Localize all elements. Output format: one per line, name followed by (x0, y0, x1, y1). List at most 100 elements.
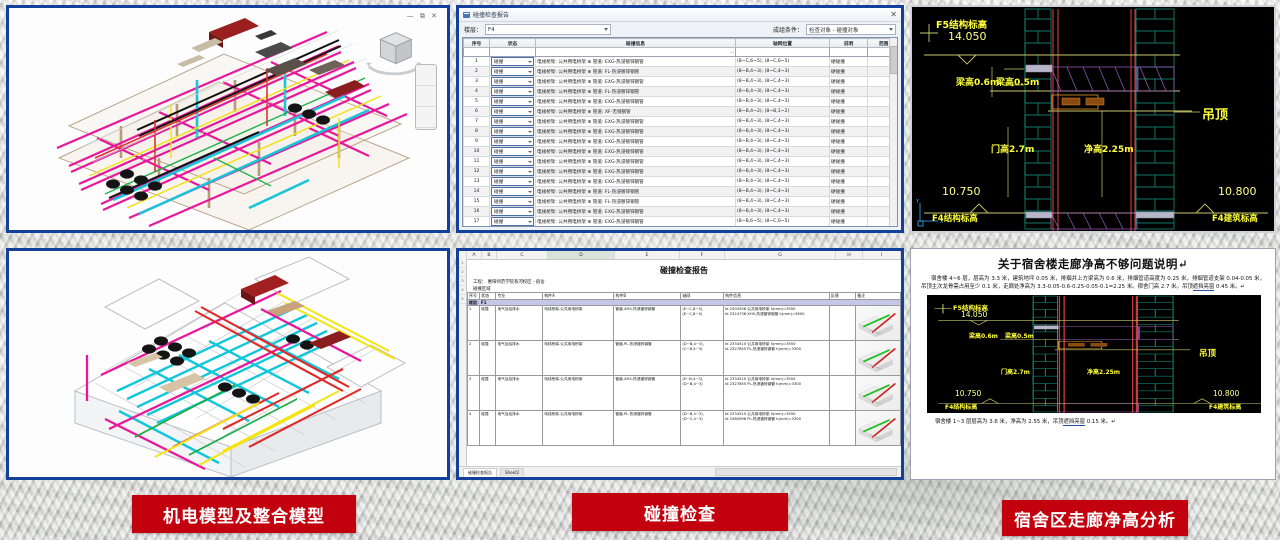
cell-detail[interactable]: Id 2334510 公共用电桥架 h(mm)=3550 Id 2380996 … (723, 410, 830, 446)
cell-state[interactable]: 碰撞 (490, 227, 536, 228)
state-dropdown[interactable]: 碰撞 (491, 147, 534, 156)
sheet-area[interactable]: 碰撞检查报告 工程： 惠阳师范学院系河校区 - 宿舍 碰撞区域 序号 状态 专业… (466, 259, 901, 467)
cell-state[interactable]: 碰撞 (489, 86, 536, 97)
col-H[interactable]: H (836, 251, 863, 259)
cell-no[interactable]: 10 (463, 146, 490, 157)
cell-state[interactable]: 碰撞 (489, 166, 536, 177)
cell-no[interactable]: 7 (463, 116, 490, 127)
cell-info[interactable]: 电线桥架: 公共用电桥架 ⊕ 管道: EXG-热浸镀锌钢管 (535, 176, 736, 187)
col-D[interactable]: D (548, 251, 615, 259)
cell-note[interactable]: 硬碰撞 (829, 116, 868, 127)
cell-grid[interactable]: (E~C,8~5),(E~C,8~5) (680, 305, 725, 341)
caption-dormitory-corridor-clear-height[interactable]: 宿舍区走廊净高分析 (1002, 500, 1188, 536)
table-row[interactable]: 3 碰撞 电线桥架: 公共用电桥架 ⊕ 管道: EXG-热浸镀锌钢管 (8~B,4~3… (463, 76, 897, 87)
filter-cell-2[interactable]: … (535, 47, 736, 57)
rcol-detail[interactable]: 构件信息 (723, 292, 830, 300)
cell-grid[interactable]: (8~B,4~3), (8~C,4~3) (735, 76, 830, 87)
cell-state[interactable]: 碰撞 (489, 56, 536, 67)
cell-grid[interactable]: (8~B,4~3), (8~C,4~3) (735, 126, 830, 137)
cell-component-b[interactable]: 管道-PL-热浸镀锌钢管 (613, 410, 682, 446)
table-row[interactable]: 10 碰撞 电线桥架: 公共用电桥架 ⊕ 管道: EXG-热浸镀锌钢管 (8~B,4~… (463, 146, 897, 157)
cell-no[interactable]: 4 (466, 410, 481, 446)
cell-grid[interactable]: (8~B,4~2), (8~B,1~2) (735, 106, 830, 117)
cell-grid[interactable]: (8~B,6~5), (8~C,6~5) (735, 216, 830, 226)
state-dropdown[interactable]: 碰撞 (491, 197, 534, 206)
cell-info[interactable]: 电线桥架: 公共用电桥架 ⊕ 管道: FL-热浸镀锌钢管 (535, 196, 736, 207)
table-row[interactable]: 9 碰撞 电线桥架: 公共用电桥架 ⊕ 管道: EXG-热浸镀锌钢管 (8~B,4~3… (463, 136, 897, 147)
table-row[interactable]: 1 碰撞 电气及给排水 电线桥架-公共用电桥架 管道-XHS-热浸镀锌钢管 (E~C,8~… (466, 305, 901, 341)
cell-no[interactable]: 15 (463, 196, 490, 207)
state-dropdown[interactable]: 碰撞 (491, 57, 534, 66)
filter-cell-1[interactable] (489, 47, 536, 57)
cell-feedback[interactable] (828, 305, 857, 341)
cell-grid[interactable]: (D~B,4~3),(C~B,4~3) (680, 340, 725, 376)
cell-note[interactable]: 硬碰撞 (829, 176, 868, 187)
col-C[interactable]: C (497, 251, 548, 259)
cell-grid[interactable]: (8~B,4~3), (8~C,4~3) (735, 156, 830, 167)
state-dropdown[interactable]: 碰撞 (491, 207, 534, 216)
clash-detection-dialog[interactable]: 碰撞检查报告 ✕ 楼层： F4 成组条件： 检查对象 - 碰撞对象 序号 状态 … (456, 5, 904, 233)
state-dropdown[interactable]: 碰撞 (491, 187, 534, 196)
cell-state[interactable]: 碰撞 (489, 146, 536, 157)
cell-no[interactable]: 17 (463, 216, 490, 226)
clash-grid-scrollbar[interactable] (889, 38, 897, 226)
cell-scope[interactable] (867, 216, 897, 226)
state-dropdown[interactable]: 碰撞 (491, 177, 534, 186)
group-condition-select[interactable]: 检查对象 - 碰撞对象 (806, 24, 896, 35)
cell-state[interactable]: 碰撞 (489, 66, 536, 77)
cell-state[interactable]: 碰撞 (489, 206, 536, 217)
cell-thumbnail[interactable] (855, 305, 901, 341)
cell-component-b[interactable]: 管道-PL-热浸镀锌钢管 (613, 340, 682, 376)
cell-note[interactable]: 硬碰撞 (829, 76, 868, 87)
cell-thumbnail[interactable] (855, 375, 901, 411)
row-num[interactable]: 4 (459, 286, 466, 295)
cell-thumbnail[interactable] (855, 410, 901, 446)
horizontal-scrollbar[interactable] (715, 468, 897, 476)
cell-detail[interactable]: Id 2334510 公共用电桥架 h(mm)=3550 Id 2327855 … (723, 340, 830, 376)
navigation-bar[interactable] (415, 64, 437, 130)
state-dropdown[interactable]: 碰撞 (491, 167, 534, 176)
col-F[interactable]: F (680, 251, 725, 259)
table-row[interactable]: 17 碰撞 电线桥架: 公共用电桥架 ⊕ 管道: EXG-热浸镀锌钢管 (8~B,6~… (463, 216, 897, 226)
cell-state[interactable]: 碰撞 (489, 216, 536, 226)
table-row[interactable]: 1 碰撞 电线桥架: 公共用电桥架 ⊕ 管道: EXG-热浸镀锌钢管 (8~C,6~5… (463, 56, 897, 67)
row-num[interactable]: 3 (459, 277, 466, 286)
cell-note[interactable]: 硬碰撞 (829, 86, 868, 97)
rcol-b[interactable]: 构件B (613, 292, 682, 300)
steering-wheel-icon[interactable] (416, 65, 436, 86)
filter-cell-0[interactable] (463, 47, 490, 57)
cell-state[interactable]: 碰撞 (479, 375, 497, 411)
table-row[interactable]: 12 碰撞 电线桥架: 公共用电桥架 ⊕ 管道: EXG-热浸镀锌钢管 (8~B,4~… (463, 166, 897, 177)
clash-report-spreadsheet[interactable]: A B C D E F G H I 1 2 3 4 5 碰撞检查报告 工程： 惠… (456, 248, 904, 480)
cell-info[interactable]: 电线桥架: 公共用电桥架 ⊕ 管道: EXG-热浸镀锌钢管 (535, 136, 736, 147)
revit-3d-canvas[interactable]: — ⧉ ✕ (9, 8, 447, 230)
window-controls[interactable]: — ⧉ ✕ (406, 12, 439, 20)
cell-info[interactable]: 电线桥架: 公共用电桥架 ⊕ 管道: EXG-热浸镀锌钢管 (535, 216, 736, 226)
cell-note[interactable]: 硬碰撞 (829, 56, 868, 67)
cell-state[interactable]: 碰撞 (479, 305, 497, 341)
row-num[interactable]: 5 (459, 295, 466, 304)
pan-icon[interactable] (416, 86, 436, 107)
cell-note[interactable]: 硬碰撞 (829, 146, 868, 157)
table-row[interactable]: 3 碰撞 电气及给排水 电线桥架-公共用电桥架 管道-XHS-热浸镀锌钢管 (E~B,4~… (466, 375, 901, 411)
col-I[interactable]: I (863, 251, 901, 259)
rcol-state[interactable]: 状态 (479, 292, 497, 300)
row-num[interactable]: 2 (459, 268, 466, 277)
rcol-a[interactable]: 构件A (542, 292, 615, 300)
cell-info[interactable]: 电线桥架: 公共用电桥架 ⊕ 管道: EXG-热浸镀锌钢管 (535, 116, 736, 127)
cell-note[interactable]: 硬碰撞 (829, 186, 868, 197)
cell-major[interactable]: 电气及给排水 (495, 340, 544, 376)
col-info[interactable]: 碰撞信息 (535, 38, 736, 48)
cell-state[interactable]: 碰撞 (489, 116, 536, 127)
state-dropdown[interactable]: 碰撞 (491, 67, 534, 76)
clash-grid[interactable]: 序号 状态 碰撞信息 轴网位置 说明 范围 … 1 碰撞 电线桥架: 公共用电桥架 ⊕… (462, 37, 898, 227)
floor-filter-select[interactable]: F4 (485, 24, 612, 35)
table-row[interactable]: 7 碰撞 电线桥架: 公共用电桥架 ⊕ 管道: EXG-热浸镀锌钢管 (8~B,4~3… (463, 116, 897, 127)
col-G[interactable]: G (725, 251, 836, 259)
cad-section-panel[interactable]: Y X F5结构标高 14.050 梁高0.6m 梁高0.5m 吊顶 门高2.7… (910, 5, 1276, 233)
cell-state[interactable]: 碰撞 (489, 156, 536, 167)
cell-info[interactable]: 电线桥架: 公共用电桥架 ⊕ 管道: EXG-热浸镀锌钢管 (535, 76, 736, 87)
cell-scope[interactable] (868, 227, 899, 228)
cell-note[interactable]: 硬碰撞 (829, 216, 868, 226)
cell-component-a[interactable]: 电线桥架-公共用电桥架 (542, 305, 615, 341)
